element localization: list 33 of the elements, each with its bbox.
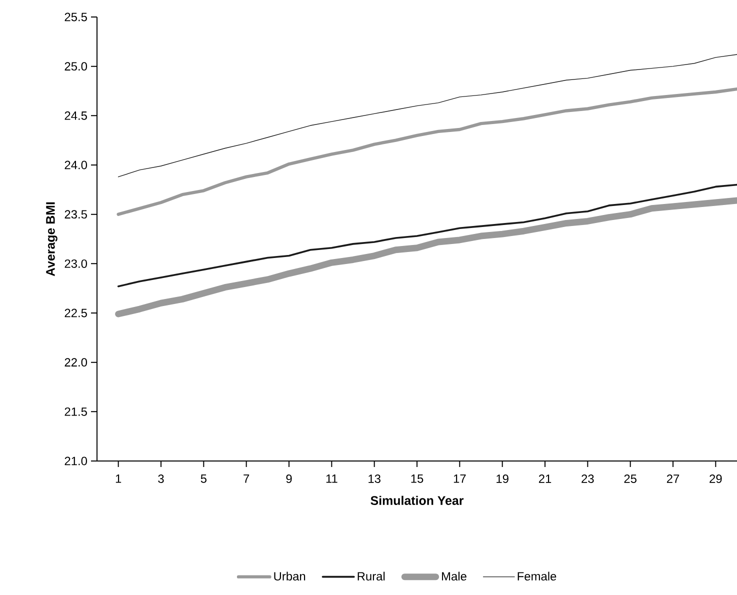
y-tick-label: 22.5 <box>64 308 87 318</box>
x-tick-label: 7 <box>244 474 250 483</box>
legend-label: Rural <box>358 572 385 581</box>
line-series <box>117 184 737 288</box>
x-tick-label: 27 <box>666 474 680 483</box>
y-tick-label: 24.0 <box>64 160 88 170</box>
x-tick-label: 23 <box>582 474 594 483</box>
x-tick-label: 11 <box>326 474 338 483</box>
y-tick-label: 24.5 <box>64 111 87 120</box>
y-tick-label: 22.0 <box>64 358 88 367</box>
line-series <box>116 87 737 216</box>
y-axis-title: Average BMI <box>46 202 58 276</box>
y-tick-label: 23.0 <box>64 259 88 268</box>
x-tick-label: 1 <box>116 474 122 483</box>
y-tick-label: 21.5 <box>64 407 87 416</box>
x-tick-label: 9 <box>286 474 292 483</box>
x-tick-label: 3 <box>158 474 164 483</box>
y-tick-label: 21.0 <box>64 456 88 466</box>
x-tick-label: 25 <box>624 474 636 483</box>
x-tick-label: 15 <box>411 474 424 483</box>
x-tick-label: 19 <box>496 474 508 483</box>
legend-label: Urban <box>274 572 306 581</box>
x-tick-label: 13 <box>368 474 380 483</box>
x-tick-label: 5 <box>200 474 206 483</box>
y-tick-label: 25.5 <box>64 12 87 22</box>
x-tick-label: 21 <box>538 474 552 483</box>
x-axis-title: Simulation Year <box>370 496 464 505</box>
legend-label: Female <box>518 572 556 581</box>
x-tick-label: 29 <box>710 474 722 483</box>
x-tick-label: 17 <box>454 474 466 483</box>
legend-label: Male <box>442 572 466 581</box>
y-tick-label: 25.0 <box>64 62 88 71</box>
y-tick-label: 23.5 <box>64 210 87 219</box>
